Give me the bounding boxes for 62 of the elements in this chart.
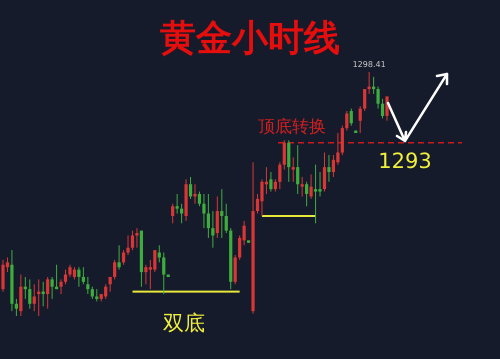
candlestick <box>28 278 32 310</box>
candlestick <box>122 250 126 266</box>
chart-title: 黄金小时线 <box>160 17 340 59</box>
candlestick <box>350 108 353 126</box>
candlestick <box>162 252 166 295</box>
candlestick <box>260 178 264 216</box>
candlestick <box>113 259 116 280</box>
candlestick <box>332 154 336 178</box>
candlestick <box>37 278 40 316</box>
candlestick <box>292 156 295 182</box>
candlestick <box>46 276 50 310</box>
candlestick <box>380 98 384 119</box>
candlestick <box>77 266 81 288</box>
candlestick <box>358 106 362 134</box>
candlestick <box>54 264 58 290</box>
candlestick <box>309 174 313 200</box>
candlestick <box>202 194 206 229</box>
candlestick <box>64 269 68 285</box>
candlestick <box>198 191 202 207</box>
candlestick <box>211 210 214 248</box>
candlestick <box>345 110 348 132</box>
candlestick <box>86 276 90 295</box>
annotation: 1298.41 <box>352 60 386 69</box>
candlestick <box>95 288 98 302</box>
candlestick <box>42 281 45 307</box>
candlestick <box>278 162 282 190</box>
candlestick <box>135 228 139 248</box>
candlestick <box>180 203 184 224</box>
candlestick <box>296 144 300 194</box>
candlestick <box>318 172 322 197</box>
annotation: 1293 <box>378 149 432 173</box>
candlestick <box>32 284 36 312</box>
candlestick <box>322 152 326 192</box>
candlestick <box>193 184 197 204</box>
candlestick <box>224 203 228 234</box>
candlestick <box>216 196 219 238</box>
candlestick <box>126 234 130 256</box>
candlestick <box>269 172 273 192</box>
candlestick <box>376 86 380 110</box>
candlestick <box>314 164 318 224</box>
candlestick <box>300 176 304 197</box>
candlestick <box>24 276 27 300</box>
candlestick <box>176 194 179 214</box>
candlestick <box>368 72 371 94</box>
candlestick <box>68 264 72 278</box>
candlestick <box>282 140 286 170</box>
candlestick <box>305 181 308 207</box>
candlestick <box>72 266 76 280</box>
annotation: 双底 <box>163 311 205 335</box>
candlestick <box>220 188 224 238</box>
candlestick <box>108 276 112 292</box>
candlestick <box>158 244 161 263</box>
candlestick <box>206 194 210 238</box>
candlestick <box>372 76 376 94</box>
candlestick <box>188 176 192 200</box>
candlestick <box>327 154 331 182</box>
annotation: 顶底转换 <box>258 117 326 137</box>
candlestick <box>363 88 366 112</box>
candlestick <box>90 286 94 300</box>
candlestick <box>82 266 85 285</box>
candlestick <box>130 230 134 251</box>
candlestick <box>171 203 174 224</box>
